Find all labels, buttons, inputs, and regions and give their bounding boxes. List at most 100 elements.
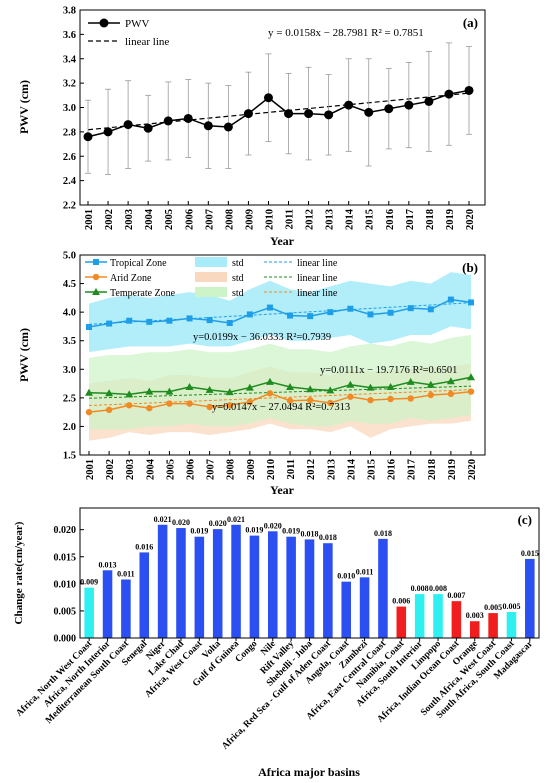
basin-bar-value-label: 0.018 [301,529,319,538]
basin-bar [433,594,443,638]
panel-b-legend: Tropical Zone Arid Zone Temperate Zone s… [85,257,338,299]
basin-bar [414,594,425,638]
panel-b-ylabel: PWV (cm) [17,328,31,382]
x-tick-label: 2020 [467,459,478,480]
basin-bar-value-label: 0.016 [135,542,153,551]
temperate-point [326,386,335,394]
y-tick-label: 4.0 [63,308,76,319]
legend-temperate-std-swatch [195,287,227,297]
tropical-point [347,305,354,312]
basin-bar [212,529,223,638]
x-tick-label: 2008 [224,209,235,230]
basin-bar-value-label: 0.018 [319,533,337,542]
basin-bar-value-label: 0.011 [117,570,135,579]
panel-c-label: (c) [518,512,532,527]
y-tick-label: 0.000 [54,634,77,645]
legend-linear-label: linear line [125,36,169,48]
y-tick-label: 2.0 [63,422,76,433]
y-tick-label: 3.6 [63,30,76,41]
tropical-point [166,317,173,324]
x-tick-label: 2004 [144,208,155,230]
x-tick-label: 2006 [184,209,195,230]
pwv-point [183,113,193,123]
x-tick-label: 2016 [385,209,396,230]
basin-bar-value-label: 0.006 [392,597,410,606]
tropical-point [367,311,374,318]
panel-a-xlabel: Year [270,234,295,248]
x-tick-label: 2015 [365,209,376,230]
y-tick-label: 2.8 [63,127,76,138]
arid-point [427,391,434,399]
legend-temperate-trend-label: linear line [297,273,338,284]
pwv-point [83,132,93,142]
basin-bar [451,601,462,638]
arid-point [327,399,334,407]
arid-point [367,396,374,404]
legend-tropical-marker [93,259,99,265]
x-tick-label: 2018 [427,459,438,480]
arid-series-line [88,390,472,413]
basin-bar-value-label: 0.018 [374,529,392,538]
panel-b-frame [79,254,486,456]
tropical-point [126,317,133,324]
pwv-point [123,120,133,130]
panel-b-zone-trends: 1.5 2.0 2.5 3.0 3.5 4.0 4.5 5.0 2001 2002 2003 200… [17,251,486,497]
temperate-point [145,387,154,395]
basin-bar [525,558,535,638]
x-tick-label: 2002 [105,459,116,480]
pwv-point [284,109,294,119]
basin-bar-value-label: 0.010 [337,572,355,581]
basin-bar [194,536,205,638]
legend-temperate-std-label: std [232,288,244,299]
basin-bar [157,524,168,638]
x-tick-label: 2013 [325,209,336,230]
basin-bar [378,538,388,638]
arid-point [166,400,173,407]
tropical-point [327,309,334,316]
basin-bar [469,621,480,638]
arid-point [146,404,153,412]
temperate-point [85,388,93,396]
arid-point [387,395,394,403]
y-tick-label: 3.4 [63,54,77,65]
basin-bar [249,535,260,638]
pwv-point [304,109,314,119]
x-tick-label: 2006 [186,459,197,480]
x-tick-label: 2014 [346,458,357,480]
x-tick-label: 2011 [286,459,297,479]
tropical-point [447,296,454,303]
pwv-point [324,110,334,120]
temperate-point [245,383,254,391]
panel-b-label: (b) [462,260,478,275]
y-tick-label: 0.015 [54,552,77,563]
tropical-point [226,320,233,326]
temperate-point [386,383,395,390]
pwv-point [263,93,273,103]
x-tick-label: 2009 [244,209,255,230]
x-tick-label: 2012 [306,459,317,480]
temperate-point [366,383,375,391]
temperate-point [446,377,455,385]
basin-bar-value-label: 0.019 [245,526,263,535]
basin-bar [506,612,517,638]
tropical-point [387,309,394,316]
y-tick-label: 3.5 [63,336,76,347]
x-tick-label: 2019 [447,459,458,480]
basin-bar-value-label: 0.003 [466,611,484,620]
tropical-equation: y=0.0199x − 36.0333 R²=0.7939 [193,332,331,343]
basin-bar-value-label: 0.021 [154,515,172,524]
basin-bar [304,539,315,638]
x-tick-label: 2016 [387,459,398,480]
arid-point [447,390,455,398]
y-tick-label: 3.0 [63,103,76,114]
y-tick-label: 3.0 [63,365,76,376]
legend-arid-marker [92,273,100,281]
x-tick-label: 2017 [407,459,418,480]
tropical-point [266,304,273,311]
basin-bar-value-label: 0.013 [99,560,117,569]
tropical-point [287,312,294,319]
basin-bar-value-label: 0.005 [484,603,502,612]
temperate-point [125,390,134,398]
tropical-point [146,318,153,325]
